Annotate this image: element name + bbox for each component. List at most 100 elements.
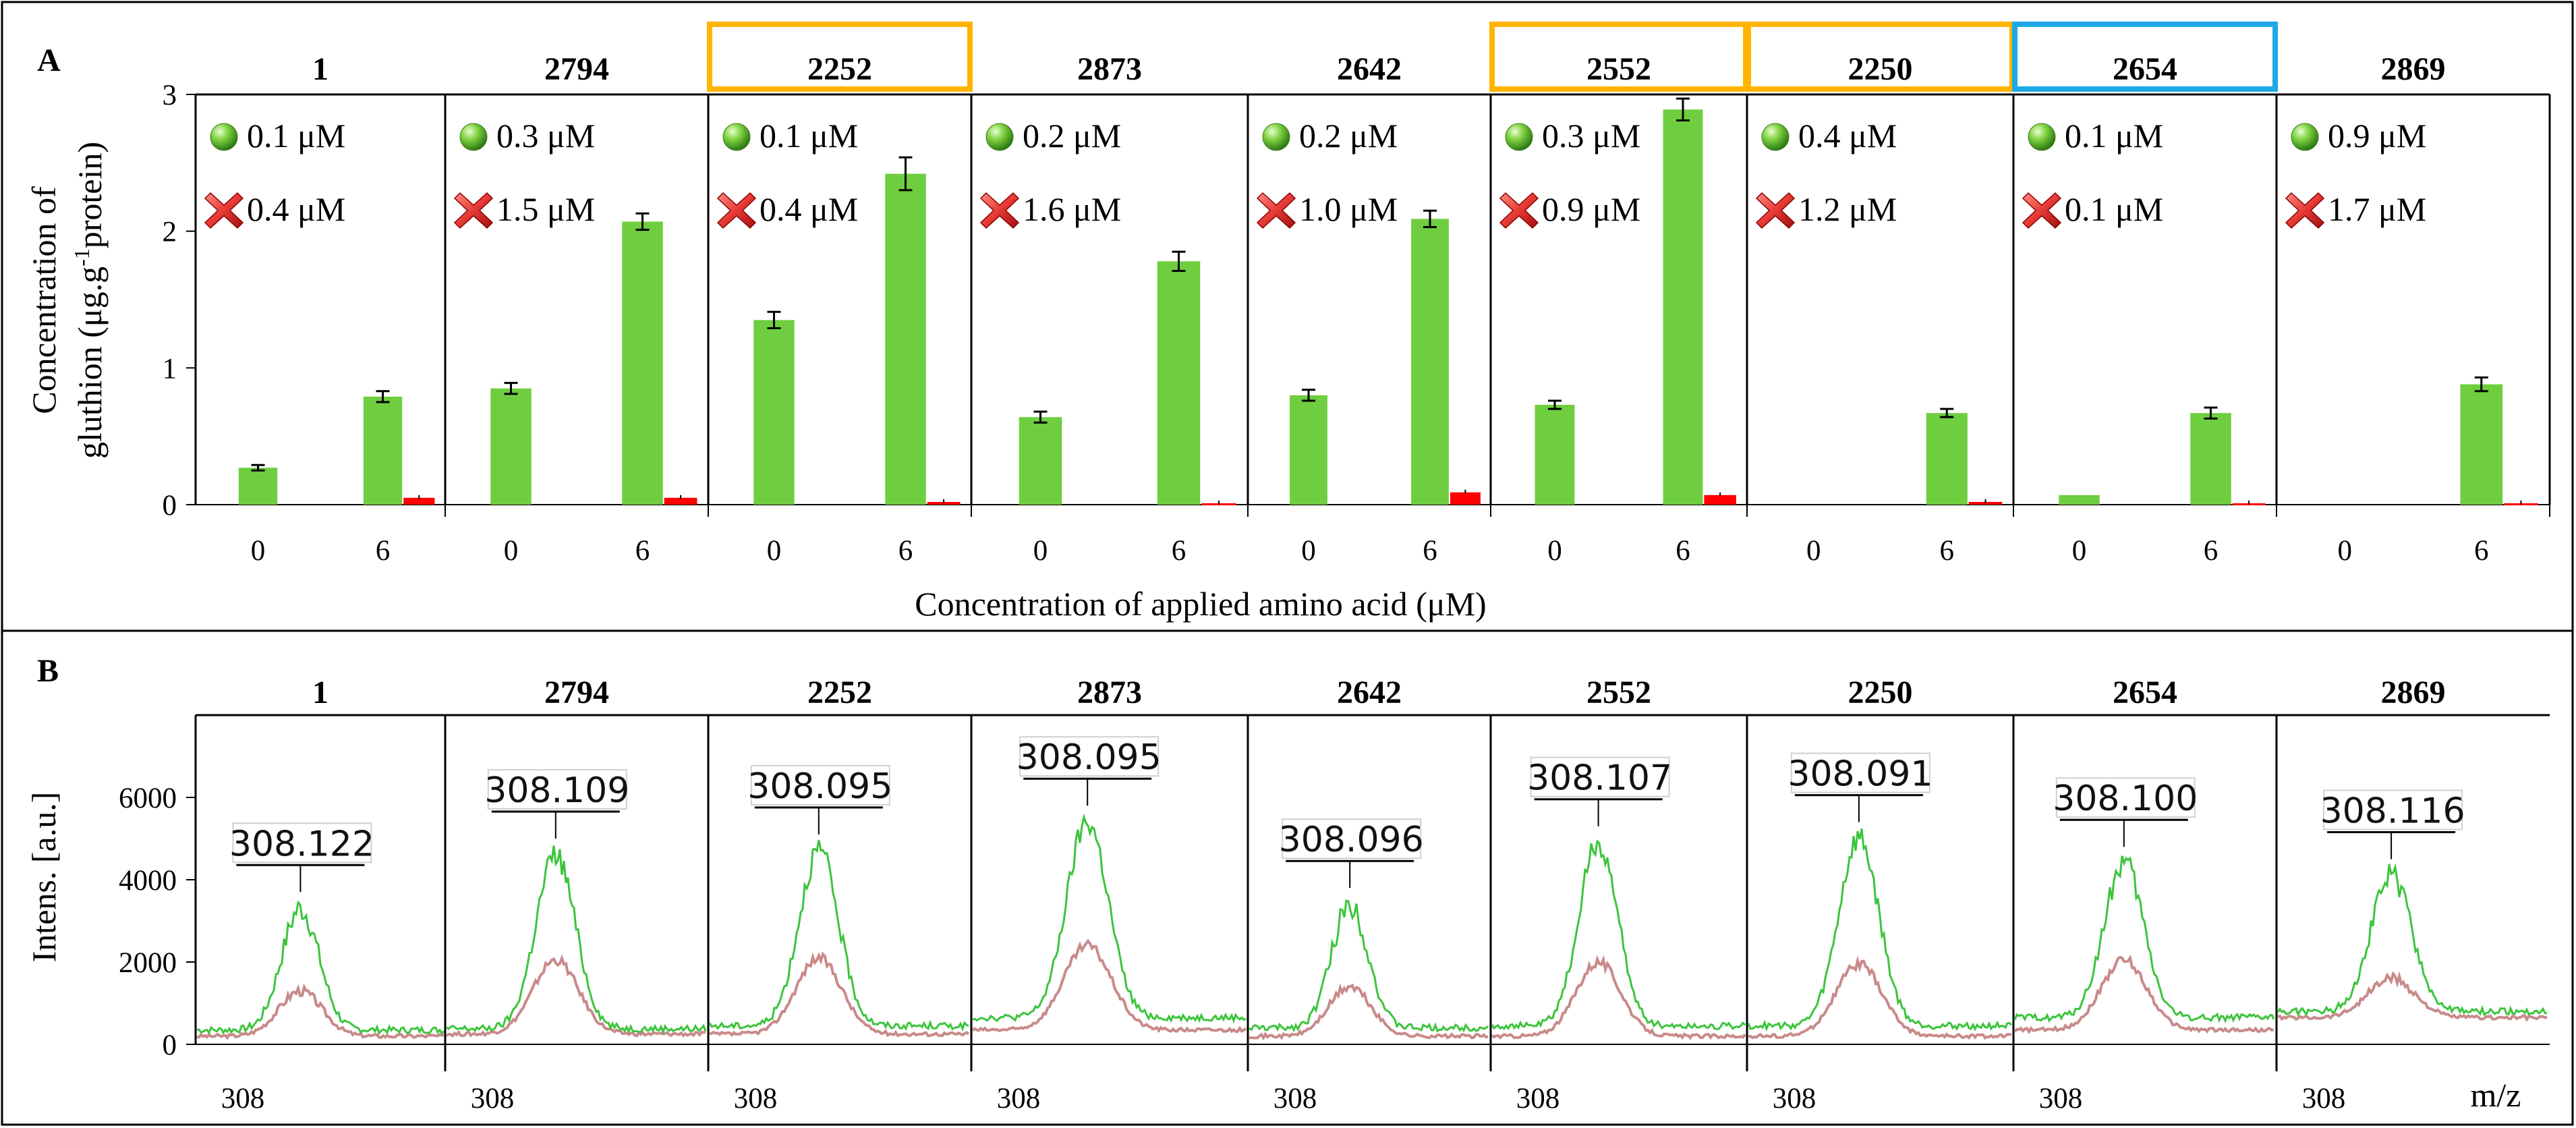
x-tick-label-308: 308 <box>734 1083 778 1115</box>
x-tick-label: 6 <box>2204 535 2219 567</box>
trace-control <box>2277 863 2548 1017</box>
legend-green-value: 0.1 μM <box>2065 117 2163 154</box>
bar-control-6uM <box>1926 413 1968 505</box>
bar-treated-6uM <box>403 497 435 505</box>
green-sphere-icon <box>210 123 238 151</box>
trace-treated <box>445 954 706 1038</box>
x-tick-label: 0 <box>504 535 519 567</box>
peak-label-box <box>2323 789 2463 830</box>
legend-green-value: 0.3 μM <box>496 117 595 154</box>
panel-a-bar-chart: 0 1 2 3 Concentration of gluthion (μg.g-1prot… <box>25 22 2551 623</box>
sphere-body <box>1262 123 1290 151</box>
sample-title: 2794 <box>544 675 609 710</box>
ylabel-superscript: -1 <box>69 248 94 266</box>
sample-column-1: 1 0 6 0.1 μM 0.4 μM <box>204 51 435 567</box>
x-tick-label: 0 <box>1301 535 1316 567</box>
peak-label-box <box>1790 752 1930 793</box>
trace-treated <box>1491 955 1746 1040</box>
legend-red-value: 1.6 μM <box>1023 190 1121 228</box>
x-tick-label: 0 <box>1033 535 1048 567</box>
x-tick-label: 0 <box>2338 535 2353 567</box>
x-tick-label-308: 308 <box>997 1083 1041 1115</box>
peak-label-box <box>1282 818 1422 859</box>
legend-green-value: 0.1 μM <box>247 117 345 154</box>
sample-title: 2869 <box>2381 51 2446 87</box>
cross-shape <box>979 192 1020 229</box>
sample-column-2654: 2654 0 6 0.1 μM 0.1 μM <box>2012 22 2278 567</box>
legend-green-value: 0.2 μM <box>1023 117 1121 154</box>
x-tick-label: 6 <box>898 535 913 567</box>
legend-green-value: 0.3 μM <box>1542 117 1640 154</box>
sample-title: 1 <box>312 675 328 710</box>
bar-control-0uM <box>2059 495 2100 505</box>
peak-label-box <box>2055 777 2196 818</box>
x-tick-label: 6 <box>1423 535 1437 567</box>
bar-control-6uM <box>363 396 403 505</box>
sample-title: 2552 <box>1586 51 1651 87</box>
red-cross-icon <box>1256 192 1296 229</box>
red-cross-icon <box>979 192 1020 229</box>
cross-shape <box>1256 192 1296 229</box>
panel-a-letter: A <box>37 43 61 78</box>
panel-a-x-axis-label: Concentration of applied amino acid (μM) <box>915 585 1486 623</box>
x-tick-label-308: 308 <box>2039 1083 2083 1115</box>
spectrum-2552: 2552 308 308.107 <box>1491 675 1746 1115</box>
panel-a-y-tick-label: 0 <box>163 490 177 521</box>
trace-treated <box>1249 983 1489 1041</box>
legend-red-value: 0.4 μM <box>247 190 345 228</box>
cross-shape <box>204 192 244 229</box>
red-cross-icon <box>1499 192 1539 229</box>
sample-title: 2873 <box>1077 675 1142 710</box>
sample-title: 2873 <box>1077 51 1142 87</box>
legend-red-value: 1.7 μM <box>2328 190 2426 228</box>
bar-treated-6uM <box>664 497 697 505</box>
trace-control <box>446 845 707 1036</box>
panel-b-x-axis-label: m/z <box>2471 1076 2521 1114</box>
trace-control <box>972 813 1247 1024</box>
cross-shape <box>1499 192 1539 229</box>
sphere-body <box>210 123 238 151</box>
green-sphere-icon <box>2291 123 2319 151</box>
trace-control <box>1747 828 2013 1032</box>
cross-shape <box>2285 192 2325 229</box>
peak-mz-label: 308.100 <box>2053 779 2198 819</box>
legend-red-value: 0.9 μM <box>1542 190 1640 228</box>
sample-title: 2252 <box>807 51 872 87</box>
sample-title: 2642 <box>1337 675 1402 710</box>
bar-control-0uM <box>238 468 278 505</box>
x-tick-label-308: 308 <box>471 1083 515 1115</box>
cross-shape <box>1755 192 1796 229</box>
bar-treated-6uM <box>1704 495 1736 505</box>
spectrum-2252: 2252 308 308.095 <box>708 675 970 1115</box>
peak-label-box <box>750 764 890 806</box>
bar-control-6uM <box>1663 109 1703 505</box>
peak-mz-label: 308.122 <box>229 824 374 864</box>
peak-mz-label: 308.091 <box>1787 754 1933 795</box>
x-tick-label: 6 <box>1940 535 1955 567</box>
bar-treated-6uM <box>927 501 961 505</box>
peak-label-box <box>487 769 627 810</box>
x-tick-label: 0 <box>2072 535 2087 567</box>
bar-control-0uM <box>490 388 532 505</box>
peak-mz-label: 308.107 <box>1527 758 1672 799</box>
trace-treated <box>2277 971 2548 1022</box>
red-cross-icon <box>453 192 494 229</box>
sample-column-2252: 2252 0 6 0.1 μM 0.4 μM <box>707 22 973 567</box>
green-sphere-icon <box>1262 123 1290 151</box>
x-tick-label-308: 308 <box>1773 1083 1816 1115</box>
sample-title: 2869 <box>2381 675 2446 710</box>
trace-treated <box>1748 955 2012 1040</box>
spectrum-2654: 2654 308 308.100 <box>2013 675 2275 1115</box>
legend-red-value: 1.2 μM <box>1798 190 1897 228</box>
legend-red-value: 0.4 μM <box>760 190 858 228</box>
sphere-body <box>2028 123 2056 151</box>
green-sphere-icon <box>2028 123 2056 151</box>
sample-title: 1 <box>312 51 328 87</box>
x-tick-label: 6 <box>1676 535 1690 567</box>
spectrum-2873: 2873 308 308.095 <box>971 675 1247 1115</box>
green-sphere-icon <box>985 123 1014 151</box>
sphere-body <box>1505 123 1533 151</box>
spectrum-1: 1 308 308.122 <box>196 675 445 1115</box>
sample-column-2642: 2642 0 6 0.2 μM 1.0 μM <box>1256 51 1481 567</box>
